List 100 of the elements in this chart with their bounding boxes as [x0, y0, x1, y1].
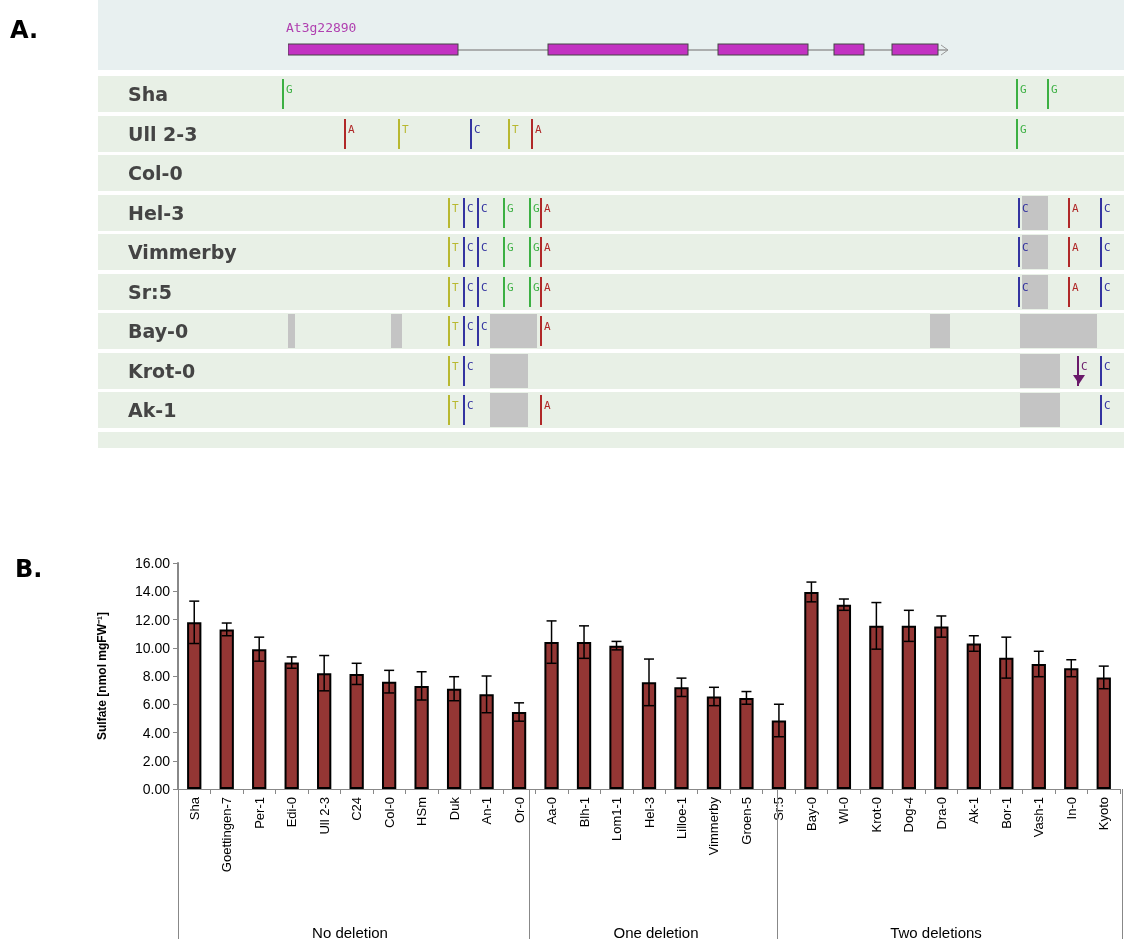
x-tick-label: C24	[349, 797, 365, 821]
text: T	[452, 320, 459, 333]
y-tick-label: 8.00	[142, 668, 171, 684]
text: A	[544, 241, 551, 254]
x-tick-label: Sha	[186, 796, 202, 821]
category-label: Krot-0	[128, 358, 196, 384]
y-tick-label: 2.00	[142, 752, 171, 769]
text: C	[467, 320, 474, 333]
bar	[836, 604, 852, 789]
text: G	[533, 241, 540, 254]
text: G	[1020, 83, 1027, 96]
bar	[284, 662, 299, 789]
x-tick-label: Col-0	[381, 797, 397, 829]
text: A	[348, 122, 355, 136]
text: C	[1104, 359, 1111, 373]
text: C	[481, 280, 488, 294]
x-tick-label: Duk	[446, 796, 462, 821]
x-tick-label: Wl-0	[836, 797, 852, 824]
bar	[609, 645, 624, 789]
y-tick-label: 16.00	[134, 555, 171, 571]
x-tick-label: Aa-0	[544, 797, 560, 825]
y-tick-label: 14.00	[134, 583, 171, 600]
text: C	[1104, 280, 1111, 294]
x-tick-label: Bay-0	[803, 797, 819, 831]
text: A.	[10, 16, 39, 44]
text: C	[1022, 201, 1029, 215]
text: A	[1072, 280, 1079, 294]
text: G	[507, 241, 514, 254]
text: T	[512, 122, 519, 136]
text: C	[467, 241, 474, 254]
x-tick-label: An-1	[479, 797, 495, 825]
y-tick-label: 12.00	[134, 611, 171, 628]
text: C	[467, 201, 474, 215]
x-tick-label: Edi-0	[284, 797, 300, 828]
category-label: Sr:5	[128, 279, 172, 305]
text: C	[481, 241, 488, 254]
text: One deletion	[613, 924, 699, 939]
y-tick-label: 6.00	[142, 696, 171, 713]
text: C	[467, 280, 474, 294]
text: C	[1104, 399, 1111, 412]
x-tick-label: Hel-3	[641, 797, 657, 829]
x-tick-label: Per-1	[251, 797, 267, 829]
x-tick-label: Lilloe-1	[673, 797, 689, 839]
text: No deletion	[312, 924, 388, 939]
x-tick-label: Ull 2-3	[316, 797, 332, 835]
text: G	[507, 280, 514, 294]
text: G	[1051, 83, 1058, 96]
text: A	[1072, 201, 1079, 215]
text: C	[474, 122, 481, 136]
text: C	[1022, 280, 1029, 294]
text: C	[481, 201, 488, 215]
text: T	[452, 201, 459, 215]
x-tick-label: Kyoto	[1096, 797, 1112, 831]
category-label: Hel-3	[128, 200, 185, 226]
text: T	[452, 359, 459, 373]
category-label: Sha	[128, 82, 169, 107]
text: C	[467, 359, 474, 373]
x-tick-label: Goettingen-7	[219, 797, 235, 873]
x-tick-label: Lom1-1	[609, 797, 625, 842]
category-label: Ak-1	[128, 398, 177, 423]
y-tick-label: 4.00	[142, 724, 171, 741]
text: T	[452, 241, 459, 254]
text: C	[1104, 201, 1111, 215]
x-tick-label: In-0	[1063, 797, 1079, 820]
chart-title: B.	[15, 555, 43, 583]
x-tick-label: Blh-1	[576, 797, 592, 828]
text: G	[286, 83, 293, 96]
text: C	[1081, 359, 1088, 373]
text: A	[544, 399, 551, 412]
text: T	[452, 399, 459, 412]
x-tick-label: Dog-4	[901, 797, 917, 833]
category-label: Col-0	[128, 161, 183, 186]
text: G	[507, 201, 514, 215]
text: C	[1104, 241, 1111, 254]
x-tick-label: Ak-1	[966, 797, 982, 824]
y-tick-label: 10.00	[134, 639, 171, 656]
text: C	[481, 320, 488, 333]
x-tick-label: Krot-0	[868, 797, 884, 833]
x-tick-label: Vash-1	[1031, 797, 1047, 838]
text: C	[1022, 241, 1029, 254]
x-tick-label: Bor-1	[998, 797, 1014, 829]
text: A	[544, 201, 551, 215]
text: A	[535, 122, 542, 136]
category-label: Ull 2-3	[128, 121, 198, 147]
x-tick-label: Groen-5	[738, 797, 754, 845]
text: T	[402, 122, 409, 136]
category-label: Bay-0	[128, 319, 189, 344]
text: A	[1072, 241, 1079, 254]
text: A	[544, 280, 551, 294]
text: At3g22890	[286, 20, 357, 35]
y-tick-label: 0.00	[142, 781, 171, 797]
text: G	[1020, 122, 1027, 136]
category-label: Vimmerby	[128, 240, 237, 265]
x-tick-label: Dra-0	[933, 797, 949, 830]
text: T	[452, 280, 459, 294]
x-tick-label: Vimmerby	[706, 796, 722, 856]
text: C	[467, 399, 474, 412]
x-tick-label: HSm	[414, 797, 430, 826]
text: G	[533, 201, 540, 215]
y-axis-title: Sulfate [nmol mgFW⁻¹]	[95, 612, 109, 740]
